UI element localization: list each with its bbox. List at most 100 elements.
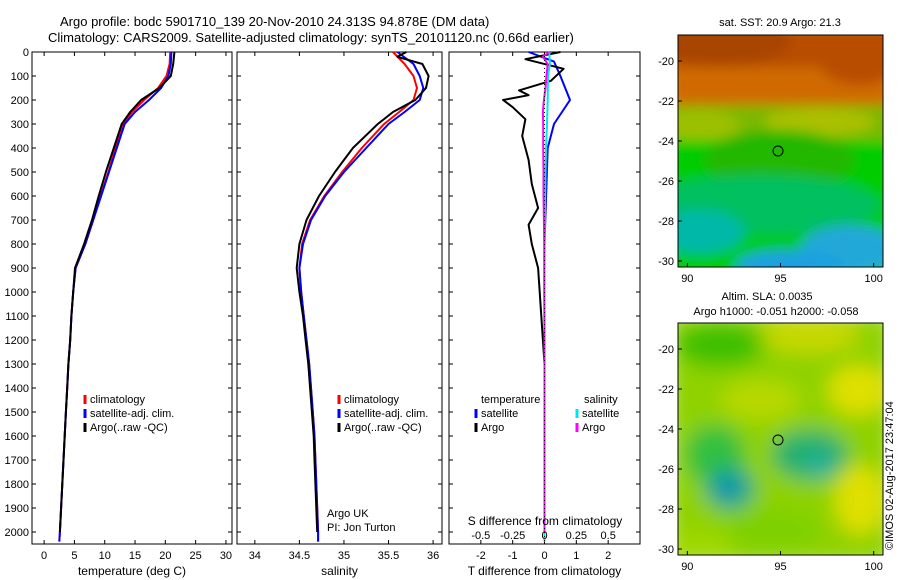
temperature-profile-frame [31, 51, 233, 545]
depth-tick-label: 700 [11, 215, 29, 227]
legend-label: satellite-adj. clim. [90, 408, 174, 420]
x2-tick-label: -0.25 [500, 530, 525, 542]
sla-map: Altim. SLA: 0.0035 Argo h1000: -0.051 h2… [658, 291, 884, 573]
map-y-tick-label: -28 [658, 504, 674, 516]
x-tick-label: 34 [249, 550, 261, 562]
map-y-tick-label: -24 [658, 424, 674, 436]
map-y-tick-label: -20 [658, 56, 674, 68]
salinity-panel: 34 34.5 35 35.5 36 salinity climatology satelli… [236, 51, 443, 578]
legend-label: climatology [90, 394, 146, 406]
x-axis-label: temperature (deg C) [78, 564, 186, 578]
map-x-tick-label: 90 [681, 561, 693, 573]
legend-label: satellite [582, 408, 619, 420]
x-axis-label: salinity [321, 564, 358, 578]
sst-map: sat. SST: 20.9 Argo: 21.3 90 95 100 -20 -22 -… [658, 17, 884, 285]
series-line [58, 51, 176, 533]
series-line [58, 51, 172, 542]
depth-tick-label: 100 [11, 71, 29, 83]
map-x-tick-label: 95 [774, 561, 786, 573]
x-tick-label: 35 [338, 550, 350, 562]
map-y-tick-label: -28 [658, 216, 674, 228]
sst-argo-marker [772, 145, 784, 157]
legend-label: Argo(..raw -QC) [90, 422, 168, 434]
legend-label: climatology [344, 394, 400, 406]
sla-map-title-2: Argo h1000: -0.051 h2000: -0.058 [693, 306, 858, 318]
legend-label: Argo [481, 422, 504, 434]
x-tick-label: 10 [99, 550, 111, 562]
annotation-line: PI: Jon Turton [327, 522, 395, 534]
x-tick-label: 25 [190, 550, 202, 562]
series-line [295, 51, 430, 533]
x-tick-label: -2 [476, 550, 486, 562]
temperature-panel: 0100200300400500600700800900100011001200… [5, 47, 233, 578]
sst-field [678, 35, 883, 267]
x-tick-label: -1 [508, 550, 518, 562]
depth-tick-label: 1700 [5, 455, 29, 467]
map-y-tick-label: -30 [658, 256, 674, 268]
legend-label: satellite-adj. clim. [344, 408, 428, 420]
depth-tick-label: 500 [11, 167, 29, 179]
depth-tick-label: 1600 [5, 431, 29, 443]
x2-tick-label: 0.5 [601, 530, 616, 542]
depth-tick-label: 900 [11, 263, 29, 275]
difference-panel: -2 -1 0 1 2 T difference from climatology -0.5… [448, 51, 641, 578]
legend-title: salinity [584, 394, 618, 406]
depth-tick-label: 1400 [5, 383, 29, 395]
legend-label: satellite [481, 408, 518, 420]
x-tick-label: 34.5 [289, 550, 310, 562]
x2-tick-label: -0.5 [471, 530, 490, 542]
annotation-line: Argo UK [327, 508, 369, 520]
x-tick-label: 0 [541, 550, 547, 562]
depth-tick-label: 200 [11, 95, 29, 107]
series-line [528, 51, 571, 542]
depth-tick-label: 1900 [5, 503, 29, 515]
map-x-tick-label: 95 [774, 273, 786, 285]
series-line [58, 51, 173, 542]
depth-tick-label: 1500 [5, 407, 29, 419]
x-tick-label: 2 [605, 550, 611, 562]
legend-title: temperature [481, 394, 540, 406]
depth-tick-label: 1800 [5, 479, 29, 491]
depth-tick-label: 400 [11, 143, 29, 155]
series-line [502, 51, 565, 532]
depth-tick-label: 600 [11, 191, 29, 203]
map-y-tick-label: -30 [658, 544, 674, 556]
header-line-1: Argo profile: bodc 5901710_139 20-Nov-20… [60, 14, 489, 29]
sla-field [678, 323, 883, 555]
map-x-tick-label: 100 [865, 273, 883, 285]
salinity-profile-frame [236, 51, 443, 545]
x-axis-label: T difference from climatology [468, 564, 622, 578]
map-y-tick-label: -22 [658, 96, 674, 108]
map-y-tick-label: -26 [658, 464, 674, 476]
depth-tick-label: 800 [11, 239, 29, 251]
sla-map-title-1: Altim. SLA: 0.0035 [721, 291, 812, 303]
legend-label: Argo(..raw -QC) [344, 422, 422, 434]
x2-axis-label: S difference from climatology [468, 514, 623, 528]
x2-tick-label: 0.25 [566, 530, 587, 542]
map-y-tick-label: -20 [658, 344, 674, 356]
x-tick-label: 20 [159, 550, 171, 562]
x-tick-label: 0 [41, 550, 47, 562]
sla-argo-marker [772, 434, 784, 446]
map-y-tick-label: -24 [658, 136, 674, 148]
x2-tick-label: 0 [541, 530, 547, 542]
x-tick-label: 30 [220, 550, 232, 562]
series-line [298, 51, 418, 542]
legend-label: Argo [582, 422, 605, 434]
depth-tick-label: 1300 [5, 359, 29, 371]
map-y-tick-label: -26 [658, 176, 674, 188]
depth-tick-label: 300 [11, 119, 29, 131]
map-x-tick-label: 100 [865, 561, 883, 573]
map-y-tick-label: -22 [658, 384, 674, 396]
x-tick-label: 15 [129, 550, 141, 562]
x-tick-label: 1 [573, 550, 579, 562]
depth-tick-label: 0 [23, 47, 29, 59]
x-tick-label: 36 [427, 550, 439, 562]
map-x-tick-label: 90 [681, 273, 693, 285]
x-tick-label: 5 [71, 550, 77, 562]
series-line [298, 51, 425, 542]
header-line-2: Climatology: CARS2009. Satellite-adjuste… [48, 30, 574, 45]
copyright-stamp: ©IMOS 02-Aug-2017 23:47:04 [884, 401, 896, 550]
x-tick-label: 35.5 [378, 550, 399, 562]
